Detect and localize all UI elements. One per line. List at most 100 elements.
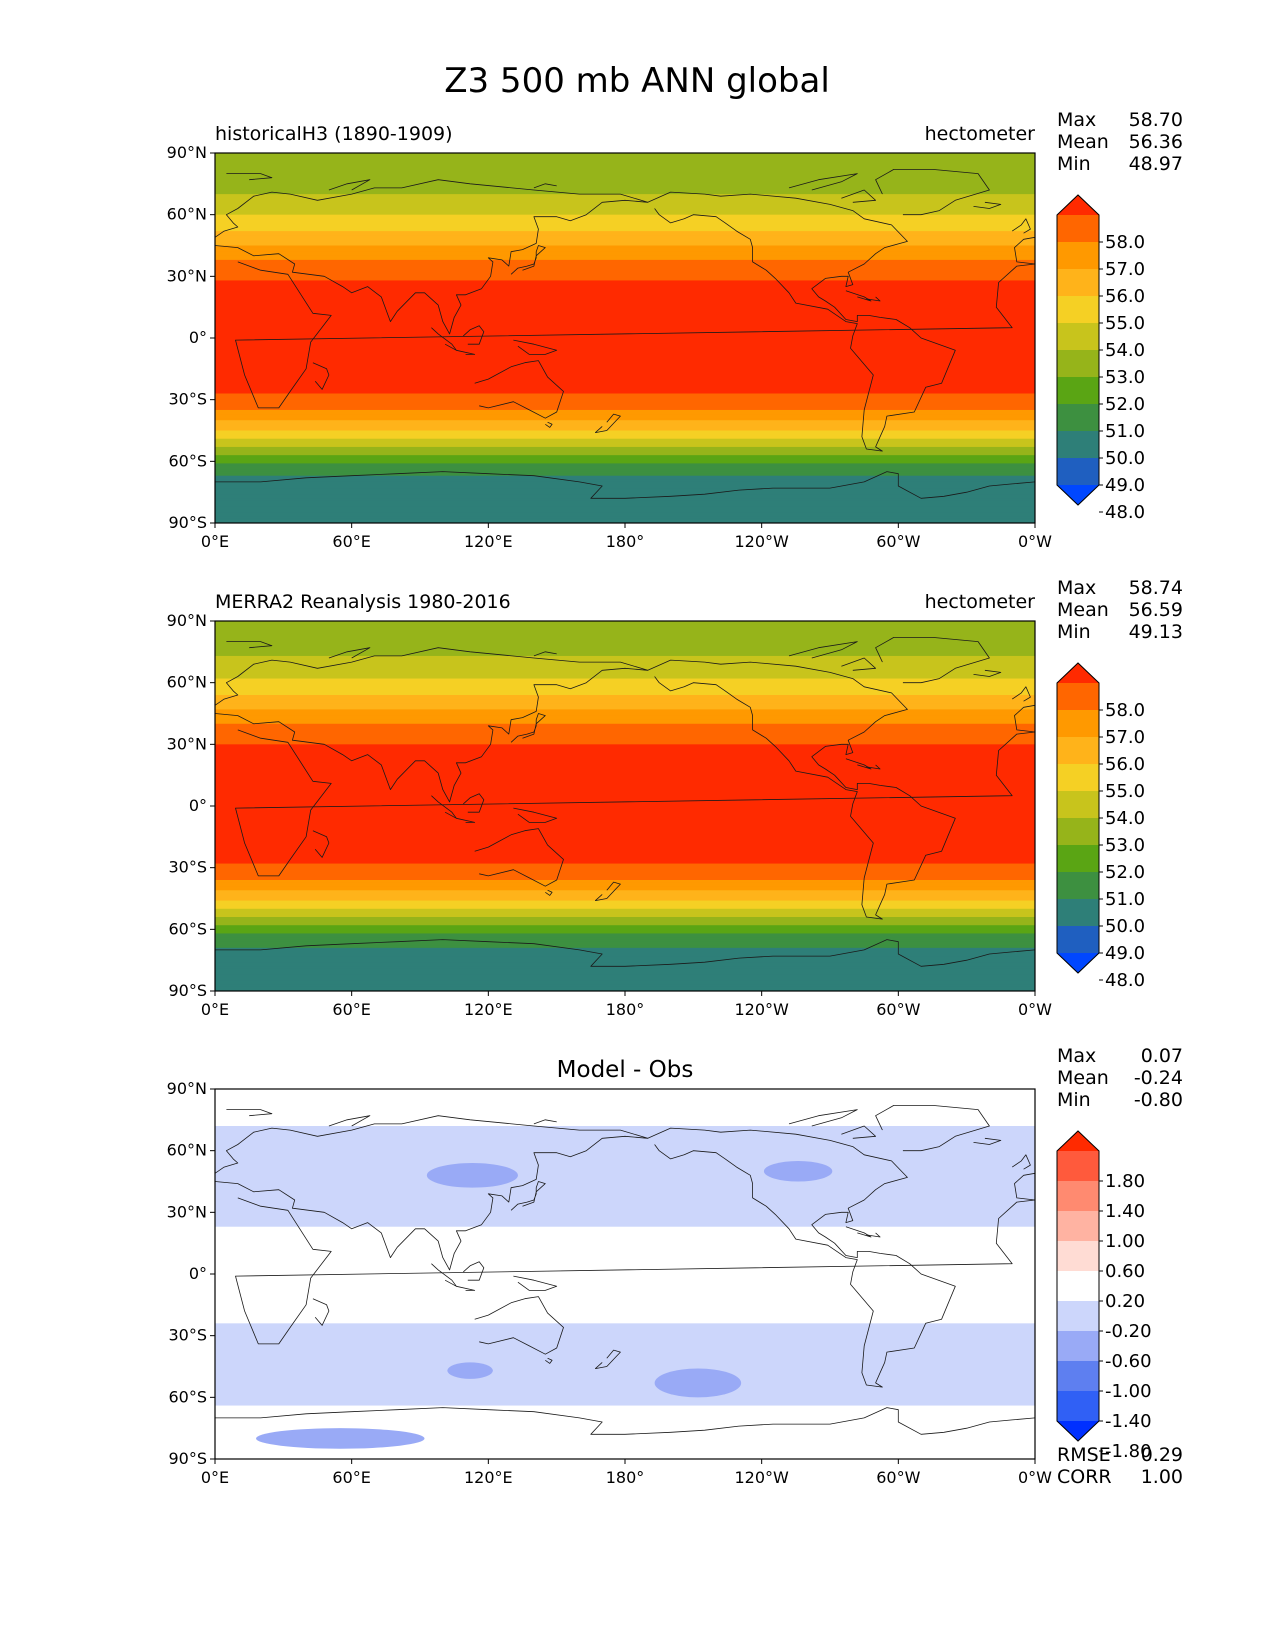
contour-band — [215, 764, 1035, 768]
contour-band — [215, 432, 1035, 436]
coastline — [215, 471, 1035, 499]
contour-band — [215, 1265, 1035, 1269]
coastline — [545, 889, 553, 896]
contour-band — [215, 247, 1035, 251]
contour-band — [215, 187, 1035, 191]
contour-band — [215, 943, 1035, 947]
colorbar-label: 50.0 — [1105, 916, 1145, 937]
contour-band — [215, 1095, 1035, 1098]
stat-label: Max — [1057, 109, 1096, 131]
contour-band — [215, 756, 1035, 760]
contour-band — [215, 1280, 1035, 1283]
contour-band — [215, 721, 1035, 725]
contour-band — [215, 173, 1035, 177]
contour-band — [215, 873, 1035, 877]
contour-band — [215, 1099, 1035, 1102]
contour-band — [215, 461, 1035, 464]
contour-band — [215, 1456, 1035, 1459]
colorbar-label: 48.0 — [1105, 502, 1145, 523]
contour-band — [215, 834, 1035, 838]
contour-band — [215, 352, 1035, 356]
contour-band — [215, 923, 1035, 926]
units-label: hectometer — [925, 591, 1036, 613]
contour-band — [215, 311, 1035, 314]
contour-band — [215, 490, 1035, 493]
contour-band — [215, 954, 1035, 957]
contour-band — [215, 1177, 1035, 1181]
contour-band — [215, 1403, 1035, 1407]
coastline — [1011, 686, 1031, 702]
contour-band — [215, 1391, 1035, 1394]
contour-band — [215, 428, 1035, 432]
contour-band — [215, 1148, 1035, 1152]
contour-band — [215, 257, 1035, 261]
contour-band — [215, 1237, 1035, 1240]
contour-band — [215, 1093, 1035, 1096]
contour-band — [215, 725, 1035, 729]
coastline — [431, 327, 457, 351]
contour-band — [215, 520, 1035, 523]
panel-ref: 0°E 60°E 120°E 180° 120°W 60°W 0°W 90°N 60°N 30°N… — [167, 577, 1183, 1019]
contour-band — [215, 1286, 1035, 1289]
contour-band — [215, 348, 1035, 351]
x-tick-label: 0°E — [201, 1000, 229, 1019]
contour-band — [215, 1138, 1035, 1141]
contour-band — [215, 286, 1035, 290]
colorbar-label: 56.0 — [1105, 754, 1145, 775]
contour-band — [215, 496, 1035, 499]
stat-label: Max — [1057, 1045, 1096, 1067]
contour-band — [215, 364, 1035, 368]
contour-band — [215, 980, 1035, 984]
contour-band — [215, 420, 1035, 423]
contour-band — [215, 1432, 1035, 1435]
contour-band — [215, 1387, 1035, 1390]
contour-band — [215, 1335, 1035, 1339]
contour-band — [215, 902, 1035, 906]
contour-band — [215, 1245, 1035, 1248]
contour-band — [215, 1364, 1035, 1368]
contour-band — [215, 1218, 1035, 1222]
contour-band — [215, 1315, 1035, 1318]
contour-band — [215, 239, 1035, 242]
contour-band — [215, 514, 1035, 518]
contour-anomaly — [763, 1160, 833, 1182]
contour-band — [215, 1101, 1035, 1104]
stat-value: 0.29 — [1141, 1444, 1183, 1466]
coastline — [533, 651, 557, 657]
contour-band — [215, 229, 1035, 232]
stat-label: Mean — [1057, 131, 1109, 153]
contour-band — [215, 1136, 1035, 1139]
contour-band — [215, 1111, 1035, 1115]
colorbar-segment — [1057, 791, 1099, 819]
contour-anomaly — [426, 1163, 518, 1188]
contour-band — [215, 1126, 1035, 1129]
coastline — [456, 817, 476, 823]
contour-band — [215, 280, 1035, 284]
contour-band — [215, 327, 1035, 331]
y-tick-label: 90°S — [168, 981, 207, 1000]
contour-band — [215, 713, 1035, 717]
contour-band — [215, 705, 1035, 708]
contour-band — [215, 898, 1035, 902]
coastline — [312, 1298, 330, 1326]
contour-band — [215, 1341, 1035, 1345]
contour-band — [215, 1212, 1035, 1215]
contour-band — [215, 771, 1035, 774]
contour-band — [215, 442, 1035, 446]
contour-band — [215, 296, 1035, 300]
contour-band — [215, 888, 1035, 891]
colorbar-segment — [1057, 1391, 1099, 1422]
contour-band — [215, 851, 1035, 854]
contour-band — [215, 727, 1035, 731]
x-tick-label: 60°W — [876, 1468, 920, 1487]
contour-band — [215, 972, 1035, 976]
contour-band — [215, 1150, 1035, 1154]
contour-band — [215, 1257, 1035, 1261]
contour-band — [215, 377, 1035, 380]
contour-band — [215, 931, 1035, 935]
y-tick-label: 30°S — [168, 1326, 207, 1345]
colorbar-label: 49.0 — [1105, 943, 1145, 964]
contour-band — [215, 1304, 1035, 1308]
contour-band — [215, 709, 1035, 713]
y-tick-label: 30°N — [167, 734, 207, 753]
